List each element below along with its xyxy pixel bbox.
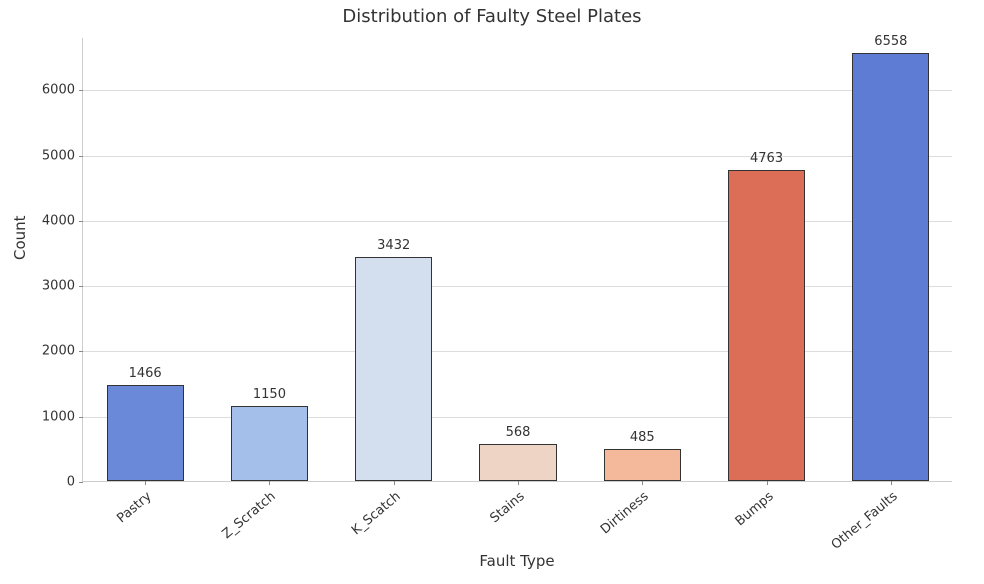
x-tick-label: K_Scatch — [349, 489, 404, 538]
chart-title: Distribution of Faulty Steel Plates — [0, 6, 984, 27]
bar-value-label: 1150 — [253, 387, 286, 402]
x-tick-label: Other_Faults — [828, 489, 900, 553]
x-tick-label: Bumps — [732, 489, 776, 529]
bar-value-label: 4763 — [750, 151, 783, 166]
bar — [231, 406, 308, 481]
gridline — [83, 351, 952, 352]
bar-value-label: 485 — [630, 430, 655, 445]
bar-value-label: 3432 — [377, 238, 410, 253]
y-tick-mark — [79, 417, 83, 418]
y-tick-label: 4000 — [42, 213, 83, 228]
y-tick-mark — [79, 286, 83, 287]
bar-chart: Distribution of Faulty Steel Plates 0100… — [0, 0, 984, 584]
y-tick-label: 5000 — [42, 148, 83, 163]
y-tick-label: 6000 — [42, 83, 83, 98]
y-tick-mark — [79, 90, 83, 91]
gridline — [83, 221, 952, 222]
bar — [728, 170, 805, 481]
x-tick-label: Z_Scratch — [220, 489, 279, 542]
x-tick-mark — [518, 481, 519, 485]
y-tick-label: 2000 — [42, 344, 83, 359]
x-tick-label: Pastry — [114, 489, 154, 526]
x-tick-mark — [394, 481, 395, 485]
x-tick-mark — [767, 481, 768, 485]
x-axis-label: Fault Type — [82, 552, 952, 570]
x-tick-mark — [145, 481, 146, 485]
x-tick-mark — [891, 481, 892, 485]
gridline — [83, 286, 952, 287]
plot-area: 01000200030004000500060001466Pastry1150Z… — [82, 38, 952, 482]
bar — [604, 449, 681, 481]
bar-value-label: 568 — [506, 425, 531, 440]
y-tick-mark — [79, 221, 83, 222]
gridline — [83, 90, 952, 91]
bar-value-label: 6558 — [874, 34, 907, 49]
x-tick-label: Stains — [487, 489, 527, 526]
gridline — [83, 156, 952, 157]
bar — [479, 444, 556, 481]
x-tick-mark — [642, 481, 643, 485]
y-tick-label: 1000 — [42, 409, 83, 424]
gridline — [83, 417, 952, 418]
y-tick-label: 3000 — [42, 279, 83, 294]
y-tick-mark — [79, 156, 83, 157]
x-tick-mark — [269, 481, 270, 485]
y-tick-mark — [79, 351, 83, 352]
bar — [852, 53, 929, 481]
x-tick-label: Dirtiness — [598, 489, 652, 537]
y-tick-mark — [79, 482, 83, 483]
bar-value-label: 1466 — [129, 366, 162, 381]
bar — [355, 257, 432, 481]
bar — [107, 385, 184, 481]
